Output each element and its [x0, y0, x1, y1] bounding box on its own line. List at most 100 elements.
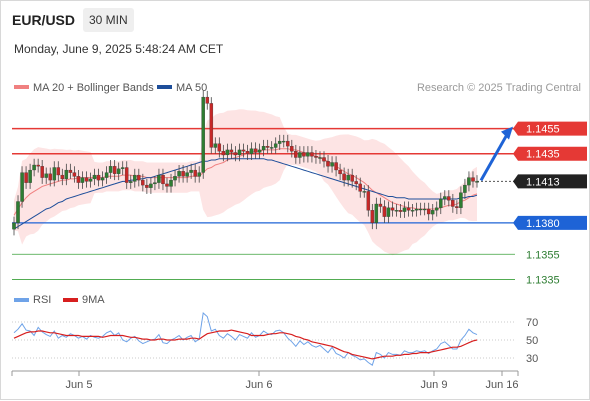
candle-body — [137, 174, 141, 181]
candle-body — [76, 176, 81, 183]
chart-header: EUR/USD 30 MIN — [1, 1, 589, 37]
candle-body — [209, 103, 214, 148]
candle-body — [92, 174, 97, 180]
candle-body — [350, 174, 354, 182]
x-tick-label: Jun 9 — [421, 379, 448, 391]
candle-body — [68, 169, 73, 173]
candle-body — [124, 167, 129, 183]
candle-body — [129, 181, 133, 183]
timeframe-button[interactable]: 30 MIN — [83, 8, 134, 32]
candle-body — [181, 171, 185, 177]
candle-body — [112, 166, 117, 174]
symbol-title: EUR/USD — [12, 12, 76, 28]
candle-body — [237, 149, 242, 156]
level-tag — [513, 215, 587, 230]
rsi-panel: 70 50 30 — [12, 312, 538, 366]
ma50-line — [13, 158, 478, 230]
candle-body — [217, 143, 222, 152]
candle-body — [374, 203, 379, 224]
candle-body — [358, 183, 362, 192]
candle-body — [386, 207, 391, 217]
timestamp: Monday, June 9, 2025 5:48:24 AM CET — [14, 42, 224, 56]
candle-body — [298, 152, 302, 158]
candle-body — [314, 156, 318, 158]
candle-body — [334, 162, 338, 171]
candle-body — [406, 207, 411, 211]
candle-body — [290, 146, 294, 152]
candle-body — [402, 207, 407, 212]
candle-body — [265, 146, 270, 148]
candle-body — [318, 157, 322, 159]
candle-body — [394, 210, 399, 212]
candle-body — [72, 172, 77, 177]
candle-body — [390, 207, 395, 211]
projection-arrow-shaft — [479, 133, 509, 182]
ma50-legend-label: MA 50 — [176, 82, 207, 94]
candle-body — [286, 140, 290, 147]
rsi-line — [13, 312, 478, 366]
candle-body — [201, 96, 205, 173]
level-tag-label: 1.1355 — [526, 249, 560, 261]
candle-body — [302, 152, 306, 157]
candle-body — [108, 166, 113, 173]
ma20-line — [13, 148, 478, 216]
rsi-tick-label: 50 — [526, 335, 538, 347]
candle-body — [249, 148, 254, 154]
candle-body — [370, 210, 375, 224]
candle-body — [269, 147, 274, 149]
ma20-legend-swatch — [14, 85, 29, 89]
candle-body — [241, 149, 246, 152]
ma20-legend-label: MA 20 + Bollinger Bands — [33, 82, 154, 94]
x-tick-label: Jun 16 — [485, 379, 518, 391]
candle-body — [253, 148, 258, 153]
candle-body — [100, 177, 105, 181]
candle-body — [177, 171, 181, 177]
candle-body — [354, 181, 358, 185]
candle-body — [96, 174, 101, 181]
candle-body — [116, 168, 121, 174]
candle-body — [104, 172, 109, 178]
candle-body — [173, 176, 177, 181]
candle-body — [153, 182, 157, 185]
candle-body — [346, 174, 350, 181]
candle-body — [430, 210, 435, 215]
candle-body — [185, 172, 189, 177]
candle-body — [398, 210, 403, 212]
candle-body — [28, 169, 32, 183]
rsi-tick-label: 30 — [526, 353, 538, 365]
candle-body — [120, 167, 125, 169]
candle-body — [32, 164, 36, 171]
candle-body — [229, 149, 234, 153]
candle-body — [277, 140, 282, 144]
candle-body — [451, 200, 455, 207]
candle-body — [161, 174, 165, 185]
projection-arrow-head — [501, 126, 513, 140]
credit-text: Research © 2025 Trading Central — [417, 82, 581, 94]
rsi-ma-legend-swatch — [63, 298, 78, 302]
candle-body — [193, 169, 197, 177]
candle-body — [455, 206, 459, 208]
candle-body — [281, 140, 286, 143]
candle-body — [447, 196, 451, 201]
candle-body — [84, 177, 89, 182]
candle-body — [422, 208, 427, 211]
candle-body — [463, 184, 467, 193]
candle-body — [141, 179, 145, 186]
candle-body — [145, 184, 149, 188]
candle-body — [410, 210, 415, 212]
candle-body — [149, 183, 153, 188]
candle-body — [44, 173, 48, 178]
rsi-ma-legend-label: 9MA — [82, 294, 105, 306]
candle-body — [257, 149, 262, 153]
candle-body — [245, 151, 250, 154]
candle-body — [467, 177, 471, 186]
candle-body — [426, 208, 431, 215]
candle-body — [169, 179, 173, 187]
candle-body — [418, 208, 423, 211]
projection-arrow — [479, 126, 513, 182]
candle-body — [414, 208, 419, 211]
candle-body — [342, 173, 346, 181]
candle-body — [52, 167, 57, 181]
level-tag — [513, 174, 587, 189]
level-tags: 1.1455 1.1435 1.1413 1.1380 1.1355 1.1335 — [513, 121, 587, 286]
